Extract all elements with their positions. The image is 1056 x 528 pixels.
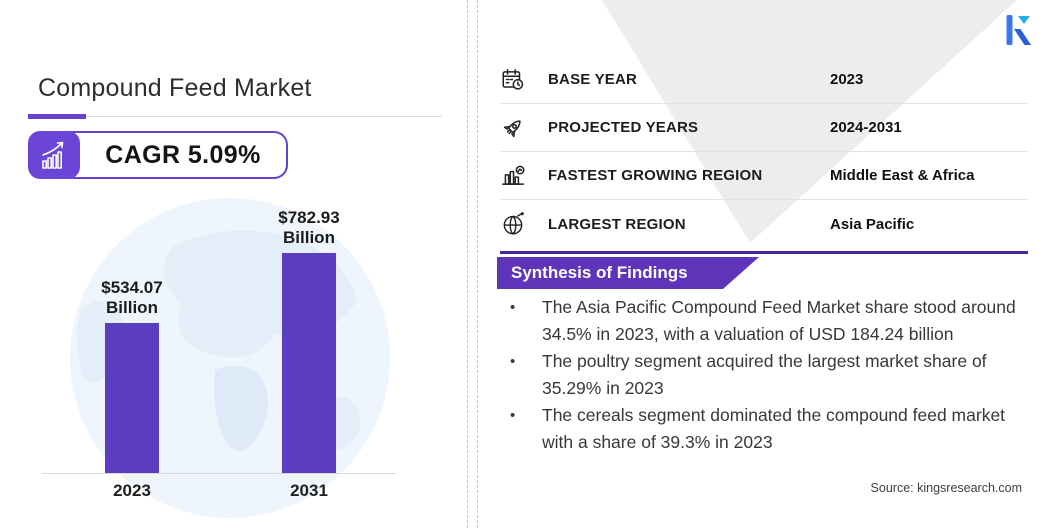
fact-label: FASTEST GROWING REGION <box>548 167 763 184</box>
cagr-value: CAGR 5.09% <box>105 140 261 169</box>
fact-value: Middle East & Africa <box>830 167 975 184</box>
bar-2031 <box>282 253 336 473</box>
findings-list: • The Asia Pacific Compound Feed Market … <box>510 294 1024 456</box>
findings-heading-banner: Synthesis of Findings <box>497 257 759 289</box>
x-tick-2023: 2023 <box>113 481 151 500</box>
fact-label: PROJECTED YEARS <box>548 119 699 136</box>
x-axis <box>42 473 396 474</box>
findings-top-rule <box>500 251 1028 254</box>
calendar-clock-icon <box>500 67 526 93</box>
finding-item: • The cereals segment dominated the comp… <box>510 402 1024 456</box>
cagr-badge: CAGR 5.09% <box>28 131 288 179</box>
bar-2023 <box>105 323 159 473</box>
bullet-dot: • <box>510 299 516 316</box>
page-title: Compound Feed Market <box>38 74 312 102</box>
fact-row-projected-years: PROJECTED YEARS 2024-2031 <box>500 104 1028 152</box>
fact-value: 2024-2031 <box>830 119 902 136</box>
fact-row-fastest-growing-region: FASTEST GROWING REGION Middle East & Afr… <box>500 152 1028 200</box>
section-divider-dashed <box>477 0 478 528</box>
bullet-dot: • <box>510 407 516 424</box>
source-attribution: Source: kingsresearch.com <box>870 481 1022 495</box>
x-tick-2031: 2031 <box>290 481 328 500</box>
bar-group-2023: $534.07 Billion <box>62 278 202 473</box>
rocket-icon <box>500 115 526 141</box>
fact-value: 2023 <box>830 71 864 88</box>
fact-label: BASE YEAR <box>548 71 638 88</box>
market-growth-icon <box>500 163 526 189</box>
key-facts-table: BASE YEAR 2023 PROJECTED YEARS 2024-2031 <box>500 56 1028 248</box>
finding-item: • The Asia Pacific Compound Feed Market … <box>510 294 1024 348</box>
title-underline-accent <box>28 114 86 119</box>
bar-group-2031: $782.93 Billion <box>239 208 379 473</box>
fact-label: LARGEST REGION <box>548 215 686 233</box>
fact-value: Asia Pacific <box>830 215 915 233</box>
kings-research-logo <box>1006 15 1031 45</box>
triangle-backdrop <box>602 0 1017 243</box>
bar-value-label: $782.93 Billion <box>278 208 340 247</box>
growth-chart-icon <box>28 131 80 179</box>
section-divider-dashed <box>467 0 468 528</box>
fact-row-base-year: BASE YEAR 2023 <box>500 56 1028 104</box>
finding-item: • The poultry segment acquired the large… <box>510 348 1024 402</box>
fact-row-largest-region: LARGEST REGION Asia Pacific <box>500 200 1028 248</box>
globe-icon <box>500 211 526 237</box>
title-underline <box>28 116 442 117</box>
bar-value-label: $534.07 Billion <box>101 278 163 317</box>
bullet-dot: • <box>510 353 516 370</box>
